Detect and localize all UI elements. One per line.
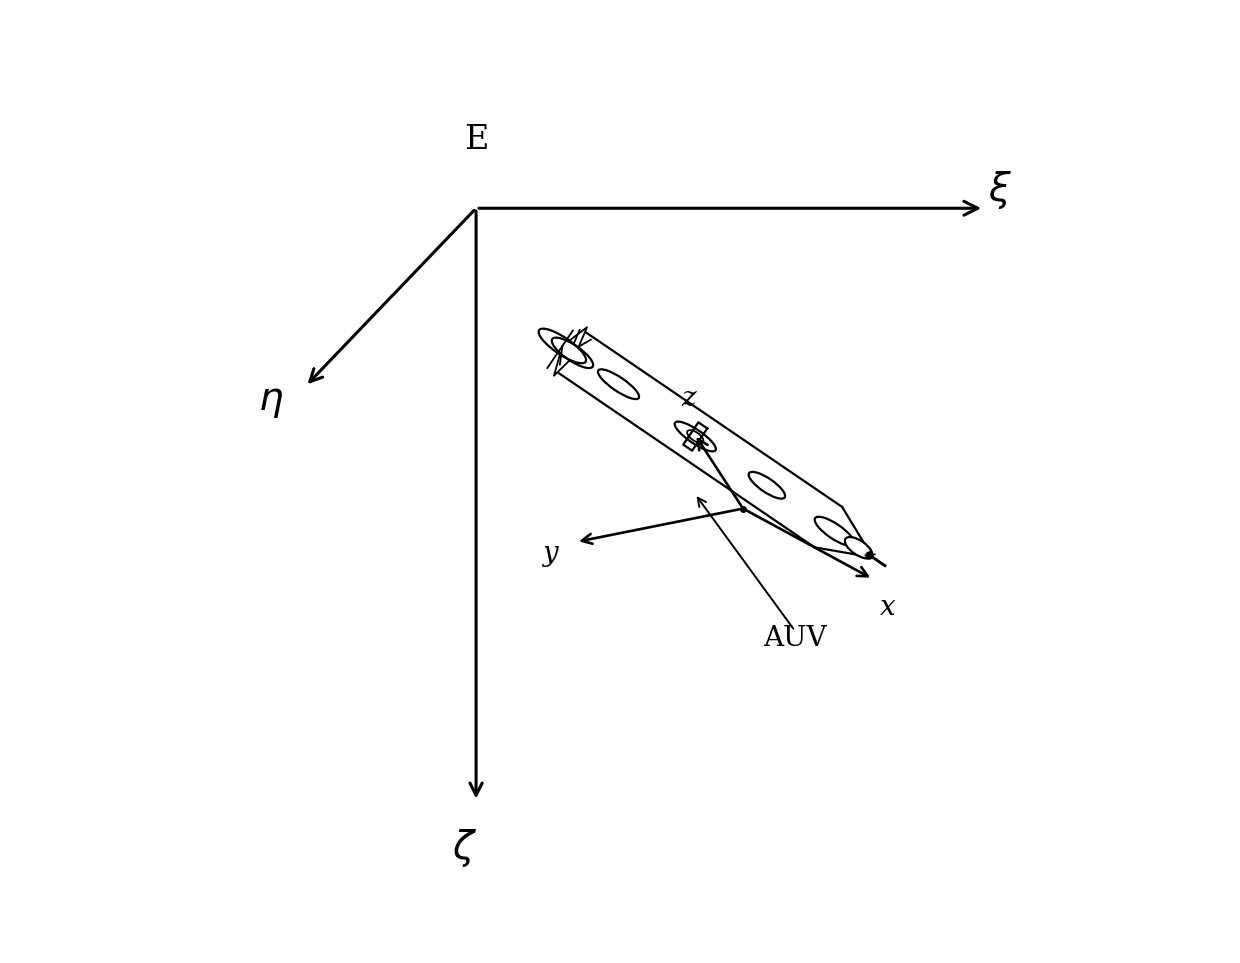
Text: E: E — [464, 124, 489, 156]
Text: AUV: AUV — [763, 625, 827, 652]
Ellipse shape — [552, 338, 593, 368]
Text: x: x — [880, 594, 895, 621]
Text: $\xi$: $\xi$ — [988, 169, 1012, 211]
Ellipse shape — [815, 517, 854, 546]
Text: $\eta$: $\eta$ — [258, 382, 283, 420]
Text: $\zeta$: $\zeta$ — [453, 827, 477, 870]
Text: y: y — [542, 539, 558, 566]
Text: z: z — [682, 385, 696, 412]
Ellipse shape — [844, 537, 873, 559]
